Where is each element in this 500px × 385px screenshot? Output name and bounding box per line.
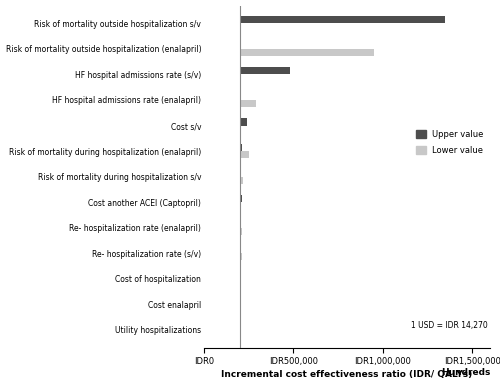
X-axis label: Incremental cost effectiveness ratio (IDR/ QALYs): Incremental cost effectiveness ratio (ID… [222, 370, 472, 380]
Bar [240, 253, 242, 260]
Bar [240, 119, 247, 126]
Bar [240, 49, 374, 56]
Bar [240, 228, 242, 234]
Text: Hundreds: Hundreds [440, 368, 490, 377]
Bar [240, 195, 242, 202]
Bar [240, 17, 446, 23]
Bar [240, 100, 256, 107]
Bar [240, 67, 290, 74]
Bar [240, 151, 248, 158]
Legend: Upper value, Lower value: Upper value, Lower value [413, 127, 486, 157]
Bar [240, 177, 244, 184]
Text: 1 USD = IDR 14,270: 1 USD = IDR 14,270 [410, 321, 488, 330]
Bar [240, 144, 242, 151]
